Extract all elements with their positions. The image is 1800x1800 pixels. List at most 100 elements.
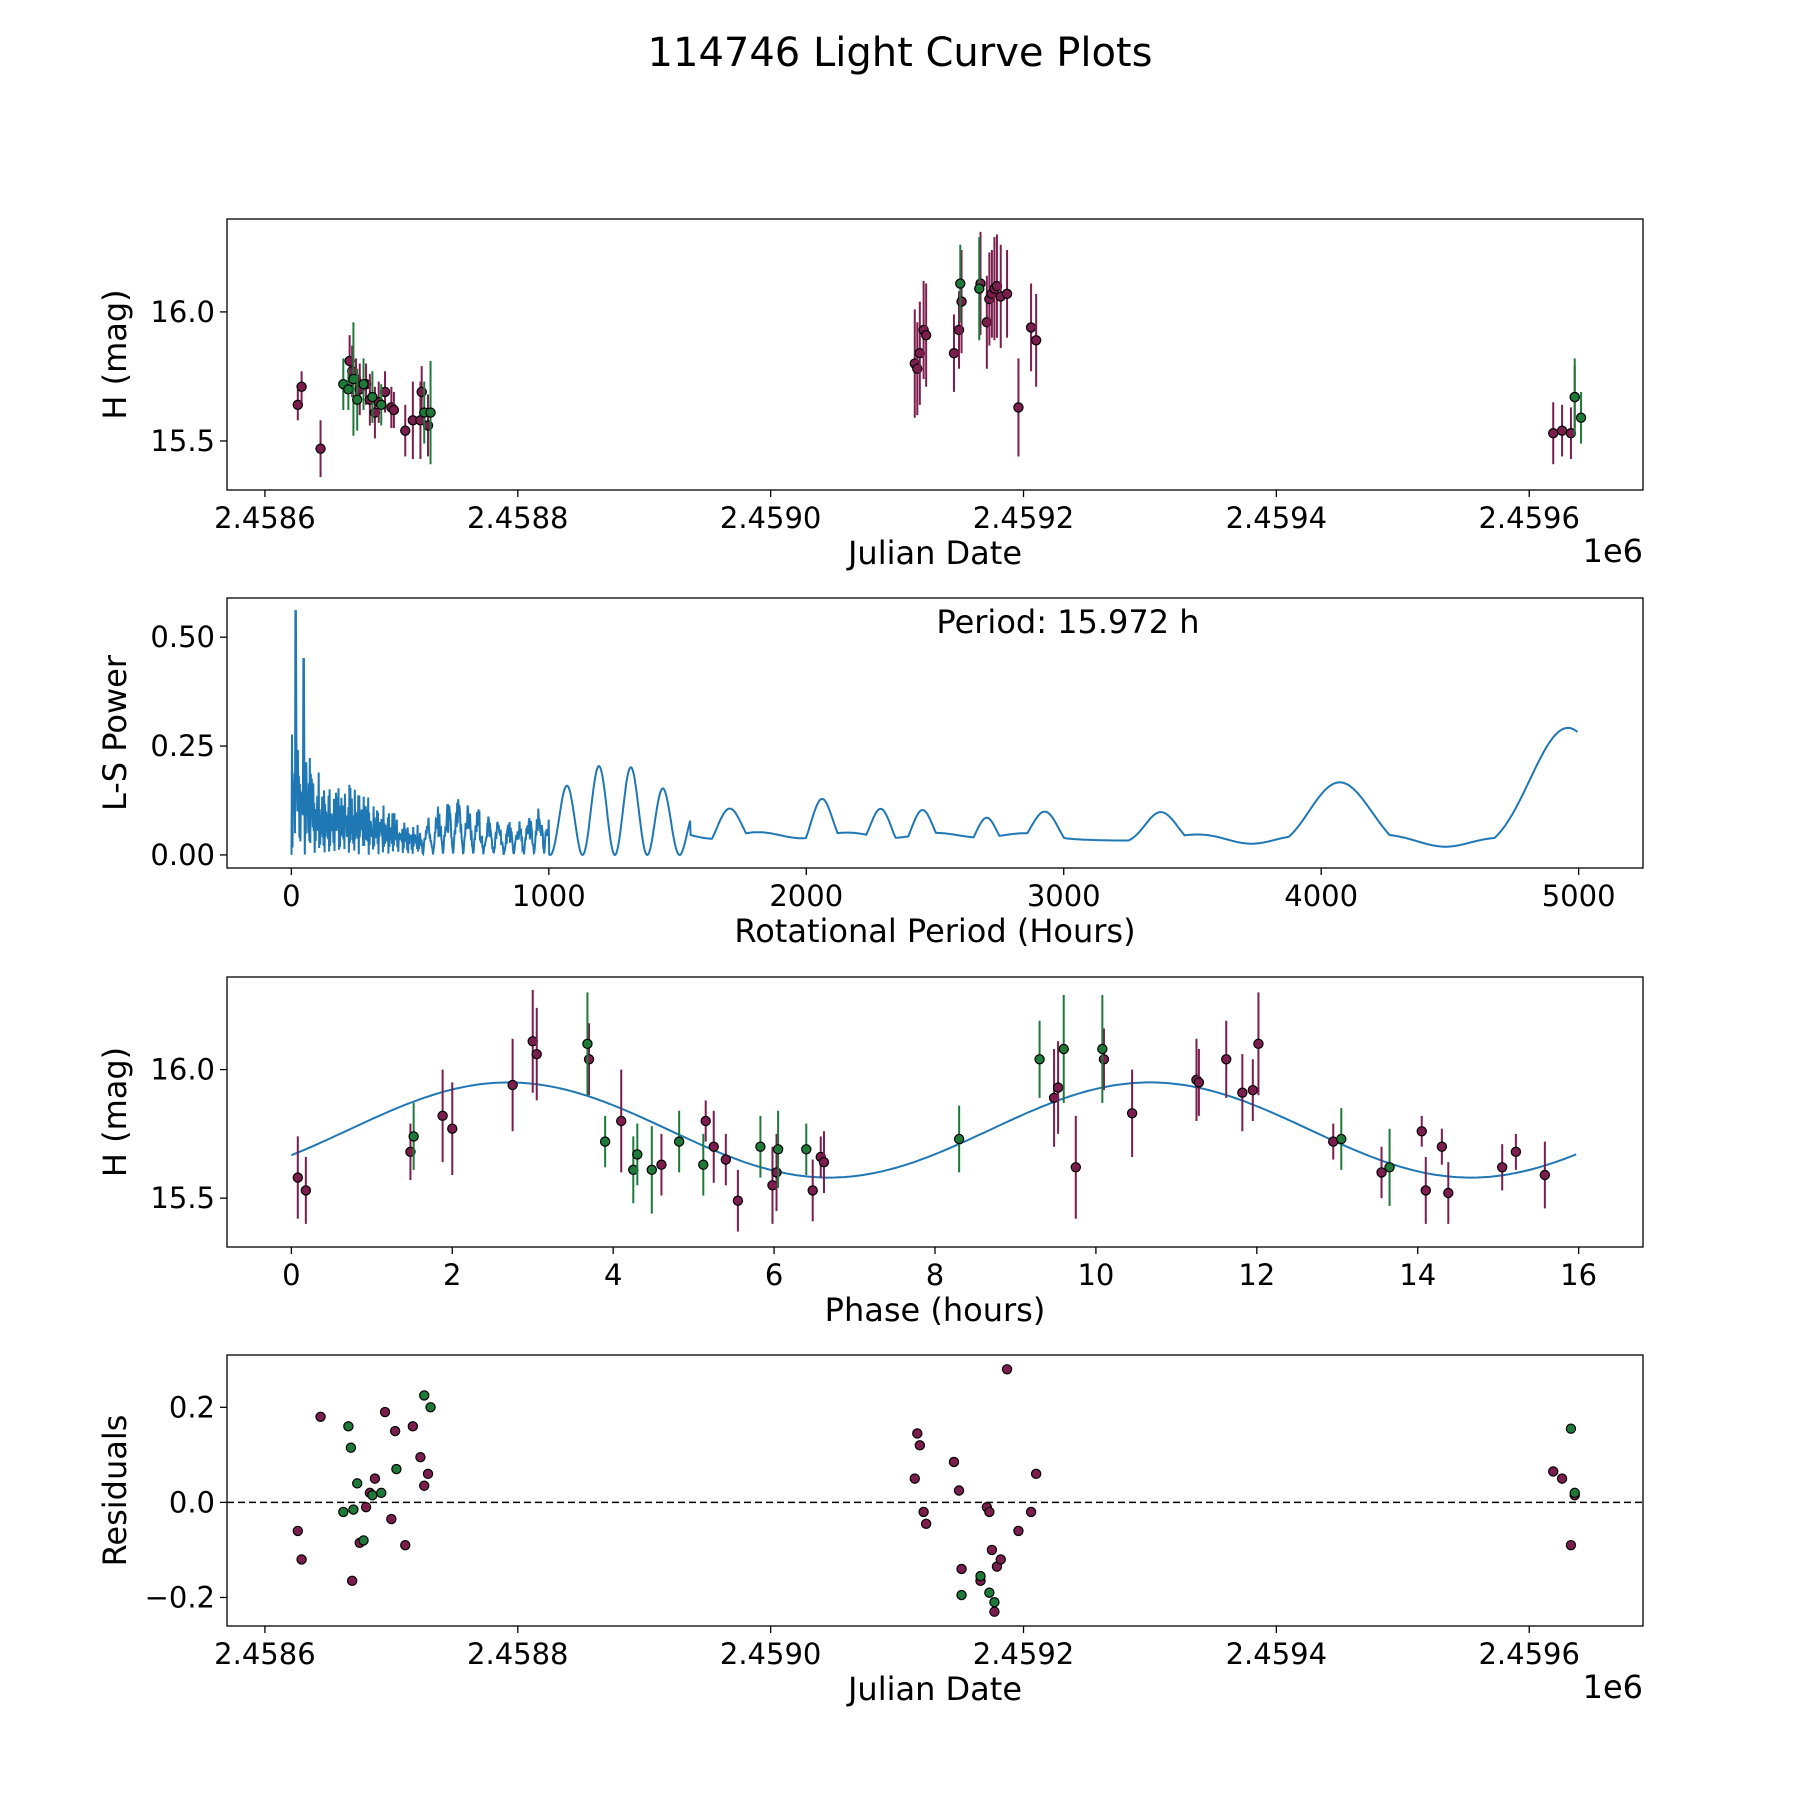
x-tick-label: 6 (765, 1258, 783, 1292)
data-point (771, 1167, 782, 1178)
data-point (388, 404, 400, 416)
x-tick-label: 2.4592 (973, 501, 1074, 535)
x-tick-label: 0 (282, 879, 300, 913)
axes-group: 0 1000 2000 3000 4000 5000 0.00 0.25 0.50 Rotatio… (96, 597, 1644, 950)
data-point (292, 399, 303, 411)
y-tick-label: −0.2 (145, 1580, 215, 1614)
data-point (708, 1141, 719, 1152)
y-axis-label: L-S Power (96, 654, 134, 811)
data-point (345, 1442, 357, 1453)
data-point (1034, 1054, 1045, 1065)
data-point (1565, 1539, 1577, 1551)
x-axis-label: Julian Date (846, 1670, 1022, 1708)
data-point (343, 1421, 354, 1432)
data-point (1376, 1167, 1387, 1178)
data-point (346, 1575, 358, 1587)
x-tick-label: 2.4590 (720, 501, 821, 535)
data-point (343, 384, 354, 395)
x-offset-text: 1e6 (1583, 1668, 1643, 1706)
x-axis-label: Rotational Period (Hours) (734, 912, 1135, 950)
data-point (1193, 1077, 1205, 1088)
data-point (367, 1490, 378, 1501)
data-point (698, 1159, 709, 1170)
figure-title: 114746 Light Curve Plots (648, 30, 1153, 76)
data-point (1030, 1468, 1042, 1480)
data-point (296, 1554, 307, 1565)
data-point (1237, 1087, 1248, 1098)
x-tick-label: 2.4588 (467, 501, 568, 535)
data-point (953, 1133, 965, 1145)
x-tick-label: 16 (1560, 1258, 1597, 1292)
x-axis-label: Julian Date (846, 534, 1022, 572)
data-point (732, 1195, 744, 1206)
x-offset-text: 1e6 (1583, 532, 1643, 570)
data-point (912, 1428, 923, 1439)
data-point (909, 1473, 920, 1484)
data-point (1556, 1473, 1568, 1484)
data-point (360, 1501, 372, 1513)
data-point (583, 1054, 595, 1065)
data-point (632, 1149, 643, 1160)
data-point (755, 1141, 766, 1152)
x-tick-label: 8 (926, 1258, 944, 1292)
series-green (338, 237, 1587, 465)
x-tick-label: 2.4592 (973, 1637, 1074, 1671)
data-point (953, 1485, 965, 1496)
data-point (400, 1539, 411, 1551)
data-point (1420, 1185, 1431, 1196)
y-axis-label: H (mag) (96, 1047, 134, 1177)
data-point (700, 1115, 711, 1127)
data-point (807, 1185, 818, 1196)
y-axis-label: Residuals (96, 1415, 134, 1567)
y-tick-label: 0.50 (150, 620, 215, 654)
data-point (296, 381, 307, 392)
data-point (1013, 402, 1024, 413)
y-tick-label: 0.0 (169, 1485, 215, 1519)
data-point (1497, 1162, 1508, 1173)
x-tick-label: 2.4596 (1478, 501, 1579, 535)
data-point (1556, 425, 1568, 436)
data-point (1336, 1133, 1347, 1145)
data-point (352, 394, 363, 405)
data-point (358, 378, 369, 390)
data-point (315, 443, 326, 454)
data-point (369, 1473, 381, 1484)
x-axis-label: Phase (hours) (825, 1291, 1046, 1329)
x-tick-label: 2.4586 (214, 1637, 315, 1671)
y-tick-label: 15.5 (150, 1181, 215, 1215)
x-tick-label: 14 (1399, 1258, 1436, 1292)
x-tick-label: 3000 (1027, 879, 1101, 913)
data-point (1384, 1162, 1395, 1173)
data-point (422, 1468, 434, 1480)
period-annotation: Period: 15.972 h (936, 603, 1199, 641)
data-point (1025, 322, 1037, 333)
data-point (948, 1456, 960, 1468)
axes-group: 2.4586 2.4588 2.4590 2.4592 2.4594 2.4596 15.5… (96, 218, 1644, 572)
x-tick-label: 5000 (1542, 879, 1616, 913)
data-point (437, 1110, 448, 1122)
data-point (1253, 1038, 1264, 1050)
data-point (367, 391, 378, 403)
data-point (984, 1506, 995, 1518)
x-tick-label: 2.4590 (720, 1637, 821, 1671)
data-point (1030, 335, 1042, 346)
data-point (989, 1597, 1000, 1608)
data-point (955, 278, 966, 289)
data-point (315, 1411, 326, 1423)
data-point (391, 1463, 402, 1475)
y-tick-label: 0.2 (169, 1390, 215, 1424)
axes-frame (226, 597, 1644, 869)
x-tick-label: 4000 (1284, 879, 1358, 913)
x-tick-label: 10 (1077, 1258, 1114, 1292)
data-point (1565, 1423, 1577, 1434)
data-point (376, 399, 387, 411)
data-point (656, 1159, 667, 1170)
data-point (1097, 1043, 1108, 1055)
data-point (1539, 1169, 1551, 1181)
y-tick-label: 0.25 (150, 729, 215, 763)
y-axis-label: H (mag) (96, 289, 134, 419)
y-tick-label: 15.5 (150, 424, 215, 458)
data-point (920, 1518, 932, 1529)
y-tick-label: 0.00 (150, 838, 215, 872)
series-maroon (292, 989, 1551, 1232)
